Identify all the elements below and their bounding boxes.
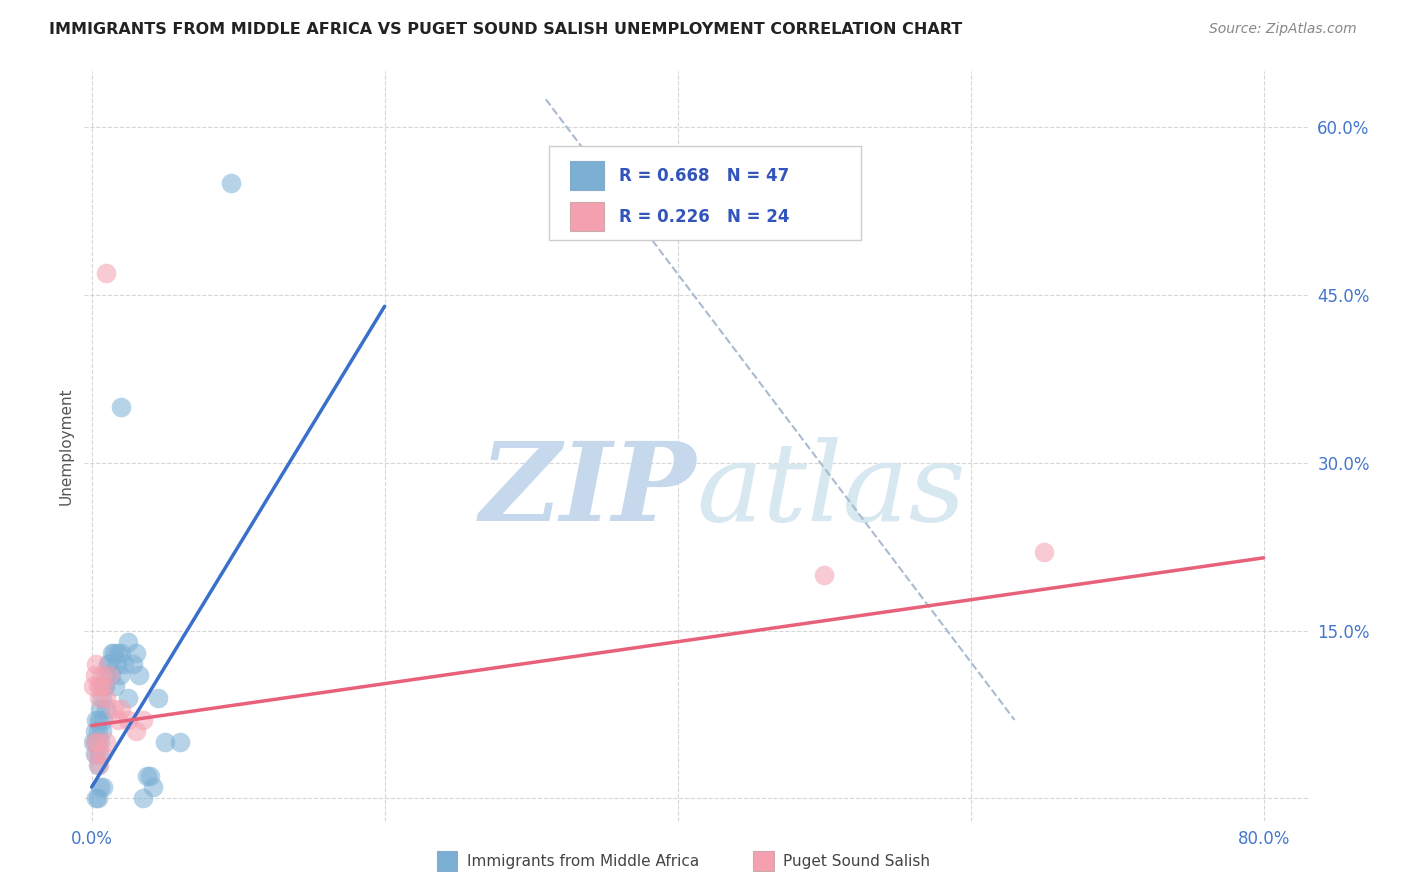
Point — [86, 757, 108, 772]
Point — [89, 680, 111, 694]
Point — [86, 724, 108, 739]
Point — [84, 657, 107, 671]
Point — [89, 735, 111, 749]
Point — [98, 657, 121, 671]
Point — [110, 702, 132, 716]
Point — [117, 713, 139, 727]
Point — [103, 702, 125, 716]
Point — [96, 735, 118, 749]
Point — [91, 724, 114, 739]
Point — [87, 713, 110, 727]
Point — [91, 747, 114, 761]
Point — [96, 668, 118, 682]
Point — [813, 567, 835, 582]
Point — [83, 747, 105, 761]
Point — [93, 680, 115, 694]
Point — [142, 780, 165, 794]
Point — [83, 724, 105, 739]
Point — [97, 657, 120, 671]
Point — [86, 735, 108, 749]
Point — [169, 735, 191, 749]
Point — [136, 769, 159, 783]
Point — [219, 176, 242, 190]
Point — [91, 668, 114, 682]
FancyBboxPatch shape — [569, 161, 605, 190]
Point — [98, 668, 121, 682]
Point — [83, 668, 105, 682]
Point — [132, 713, 155, 727]
Point — [103, 646, 125, 660]
Point — [112, 657, 135, 671]
Point — [87, 690, 110, 705]
Point — [93, 780, 115, 794]
Point — [107, 646, 129, 660]
Point — [91, 690, 114, 705]
Point — [124, 724, 146, 739]
Point — [146, 690, 169, 705]
Point — [117, 690, 139, 705]
Point — [89, 702, 111, 716]
Point — [139, 769, 162, 783]
Text: R = 0.226   N = 24: R = 0.226 N = 24 — [619, 208, 789, 226]
Text: Puget Sound Salish: Puget Sound Salish — [783, 855, 931, 869]
Point — [117, 634, 139, 648]
Point — [104, 680, 127, 694]
Text: R = 0.668   N = 47: R = 0.668 N = 47 — [619, 167, 789, 185]
Point — [96, 702, 118, 716]
Point — [110, 400, 132, 414]
Point — [84, 735, 107, 749]
Text: atlas: atlas — [696, 437, 966, 545]
Point — [86, 791, 108, 805]
Point — [83, 735, 105, 749]
Point — [84, 713, 107, 727]
Point — [93, 680, 115, 694]
Text: Source: ZipAtlas.com: Source: ZipAtlas.com — [1209, 22, 1357, 37]
Point — [96, 690, 118, 705]
Point — [84, 791, 107, 805]
Point — [96, 266, 118, 280]
Point — [153, 735, 176, 749]
Point — [93, 713, 115, 727]
Point — [107, 713, 129, 727]
Point — [89, 780, 111, 794]
Text: Immigrants from Middle Africa: Immigrants from Middle Africa — [467, 855, 699, 869]
Point — [101, 646, 124, 660]
Point — [86, 680, 108, 694]
FancyBboxPatch shape — [550, 146, 860, 240]
Text: ZIP: ZIP — [479, 437, 696, 545]
Point — [124, 646, 146, 660]
Point — [121, 657, 143, 671]
FancyBboxPatch shape — [569, 202, 605, 231]
Point — [110, 646, 132, 660]
Point — [105, 657, 128, 671]
Text: IMMIGRANTS FROM MIDDLE AFRICA VS PUGET SOUND SALISH UNEMPLOYMENT CORRELATION CHA: IMMIGRANTS FROM MIDDLE AFRICA VS PUGET S… — [49, 22, 963, 37]
Point — [82, 680, 104, 694]
Point — [87, 747, 110, 761]
Point — [84, 747, 107, 761]
Point — [94, 680, 117, 694]
Point — [82, 735, 104, 749]
Point — [1032, 545, 1054, 559]
Point — [132, 791, 155, 805]
Point — [100, 668, 122, 682]
Point — [87, 757, 110, 772]
Y-axis label: Unemployment: Unemployment — [58, 387, 73, 505]
Point — [108, 668, 131, 682]
Point — [128, 668, 150, 682]
